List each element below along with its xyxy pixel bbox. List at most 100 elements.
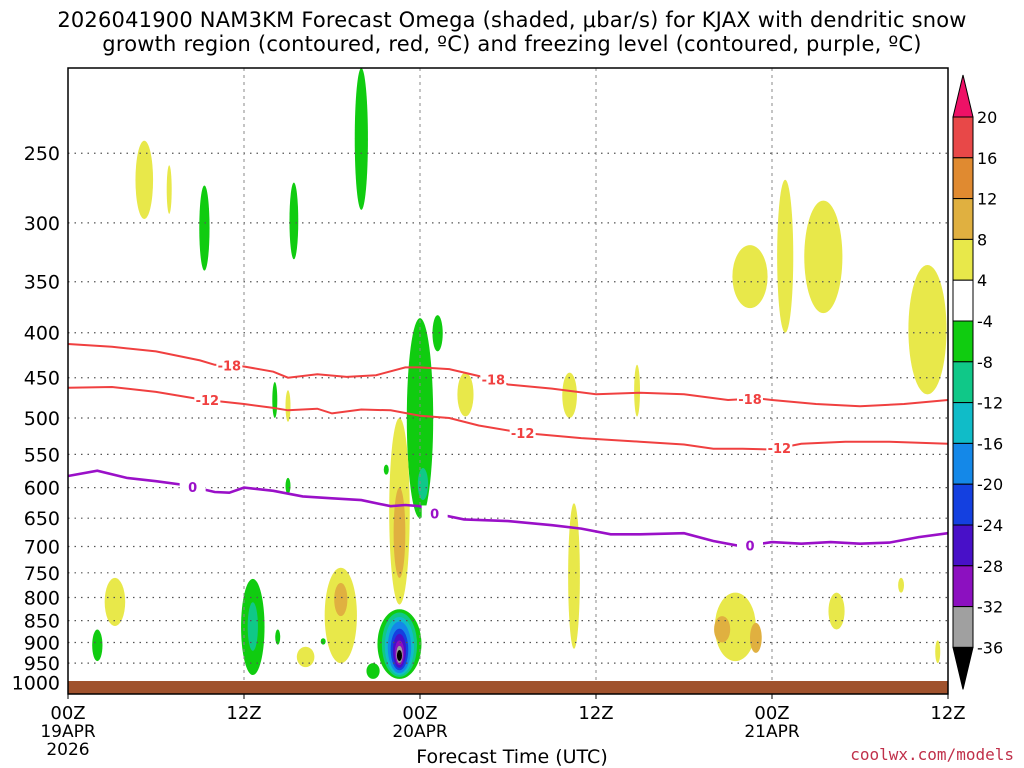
- contour-label-0-2: -18: [738, 393, 762, 408]
- colorbar-box-2: [952, 198, 974, 240]
- omega-region-y10: [285, 390, 291, 422]
- credit-text[interactable]: coolwx.com/models: [850, 745, 1014, 764]
- x-tick-48: 00Z: [754, 703, 789, 724]
- y-tick-500: 500: [24, 408, 60, 430]
- contour-label-2-0: 0: [188, 481, 197, 496]
- omega-region-y17: [828, 592, 845, 630]
- y-tick-950: 950: [24, 653, 60, 675]
- colorbar-label-8: -16: [977, 434, 1003, 453]
- contour-label-0-0: -18: [218, 360, 242, 375]
- colorbar-box-9: [952, 483, 974, 526]
- colorbar-label-2: 12: [977, 190, 997, 209]
- contour-label-bg: [179, 478, 206, 494]
- omega-region-g05: [272, 381, 278, 418]
- colorbar-box-3: [952, 238, 974, 281]
- omega-region-y02: [166, 165, 172, 214]
- omega-region-y06: [908, 265, 947, 395]
- y-tick-900: 900: [24, 632, 60, 654]
- colorbar-box-11: [952, 565, 974, 608]
- x-tick-36: 12Z: [578, 703, 613, 724]
- omega-region-y03: [777, 179, 794, 333]
- colorbar-box-0: [952, 116, 974, 159]
- omega-region-y04: [732, 245, 768, 309]
- omega-region-y08: [562, 372, 577, 418]
- contour-label-1-0: -12: [196, 394, 220, 409]
- omega-region-y18: [898, 577, 904, 593]
- y-tick-550: 550: [24, 444, 60, 466]
- y-tick-1000: 1000: [12, 673, 60, 695]
- contour-label-2-1: 0: [430, 507, 439, 522]
- omega-region-g12: [320, 638, 326, 645]
- colorbar-box-5: [952, 320, 974, 363]
- y-tick-650: 650: [24, 508, 60, 530]
- x-tick-year-0: 2026: [46, 740, 89, 760]
- colorbar-box-8: [952, 442, 974, 485]
- x-tick-24: 00Z: [402, 703, 437, 724]
- colorbar-bottom-triangle: [952, 646, 974, 690]
- y-tick-300: 300: [24, 213, 60, 235]
- omega-region-o03: [714, 616, 731, 643]
- grid: [68, 68, 948, 694]
- contour-label-bg: [480, 371, 507, 387]
- omega-region-g02: [289, 182, 299, 260]
- contour-label-bg: [509, 424, 536, 440]
- y-tick-600: 600: [24, 478, 60, 500]
- colorbar-label-11: -28: [977, 557, 1003, 576]
- colorbar-box-12: [952, 606, 974, 648]
- y-tick-750: 750: [24, 563, 60, 585]
- omega-region-y01: [135, 140, 154, 220]
- contour-line-2: [67, 469, 949, 548]
- colorbar-box-6: [952, 361, 974, 404]
- x-tick-0: 00Z: [50, 703, 85, 724]
- omega-region-y07: [457, 372, 474, 417]
- y-axis: 2503003504004505005506006507007508008509…: [12, 143, 60, 694]
- y-tick-700: 700: [24, 536, 60, 558]
- omega-region-o04: [750, 622, 762, 653]
- omega-shading: [92, 68, 947, 679]
- colorbar-box-10: [952, 524, 974, 567]
- omega-region-g04: [432, 315, 443, 352]
- omega-region-y16: [714, 592, 756, 662]
- y-tick-850: 850: [24, 611, 60, 633]
- contour-label-bg: [737, 390, 763, 406]
- chart-title-line1: 2026041900 NAM3KM Forecast Omega (shaded…: [57, 8, 967, 32]
- colorbar-label-9: -20: [977, 475, 1003, 494]
- omega-region-y15: [296, 646, 315, 668]
- omega-region-g07: [285, 477, 291, 494]
- colorbar: 20 16 12 8 4 -4 -8 -12 -16 -20 -24 -28 -32 -36: [952, 74, 1003, 690]
- omega-region-t01: [417, 468, 429, 501]
- colorbar-box-1: [952, 157, 974, 200]
- omega-region-t02: [247, 602, 258, 651]
- omega-region-g01: [199, 185, 210, 271]
- colorbar-box-7: [952, 402, 974, 444]
- colorbar-box-4: [952, 279, 974, 322]
- ground-surface: [68, 681, 948, 694]
- plot-frame: [67, 67, 949, 695]
- contour-label-bg: [737, 537, 763, 553]
- omega-region-g03: [354, 68, 368, 210]
- omega-region-y05: [804, 200, 843, 314]
- colorbar-label-7: -12: [977, 394, 1003, 413]
- contours: -18 -18 -18 -12 -12 -12 0 0 0: [67, 343, 949, 554]
- colorbar-label-0: 20: [977, 108, 997, 127]
- colorbar-label-4: 4: [977, 271, 987, 290]
- omega-region-g13: [366, 663, 380, 679]
- omega-region-g11: [275, 629, 281, 645]
- omega-region-y09: [634, 364, 640, 417]
- y-tick-350: 350: [24, 272, 60, 294]
- x-axis-label: Forecast Time (UTC): [416, 746, 608, 768]
- omega-region-y14: [104, 577, 126, 626]
- omega-region-y12: [568, 503, 580, 649]
- contour-label-bg: [766, 440, 793, 456]
- colorbar-label-3: 8: [977, 230, 987, 249]
- omega-region-b09: [396, 650, 402, 662]
- contour-label-0-1: -18: [482, 373, 506, 388]
- y-tick-450: 450: [24, 368, 60, 390]
- contour-label-bg: [421, 505, 448, 521]
- contour-label-1-1: -12: [511, 427, 535, 442]
- y-tick-400: 400: [24, 323, 60, 345]
- contour-label-bg: [194, 391, 221, 407]
- x-tick-date-24: 20APR: [392, 722, 448, 742]
